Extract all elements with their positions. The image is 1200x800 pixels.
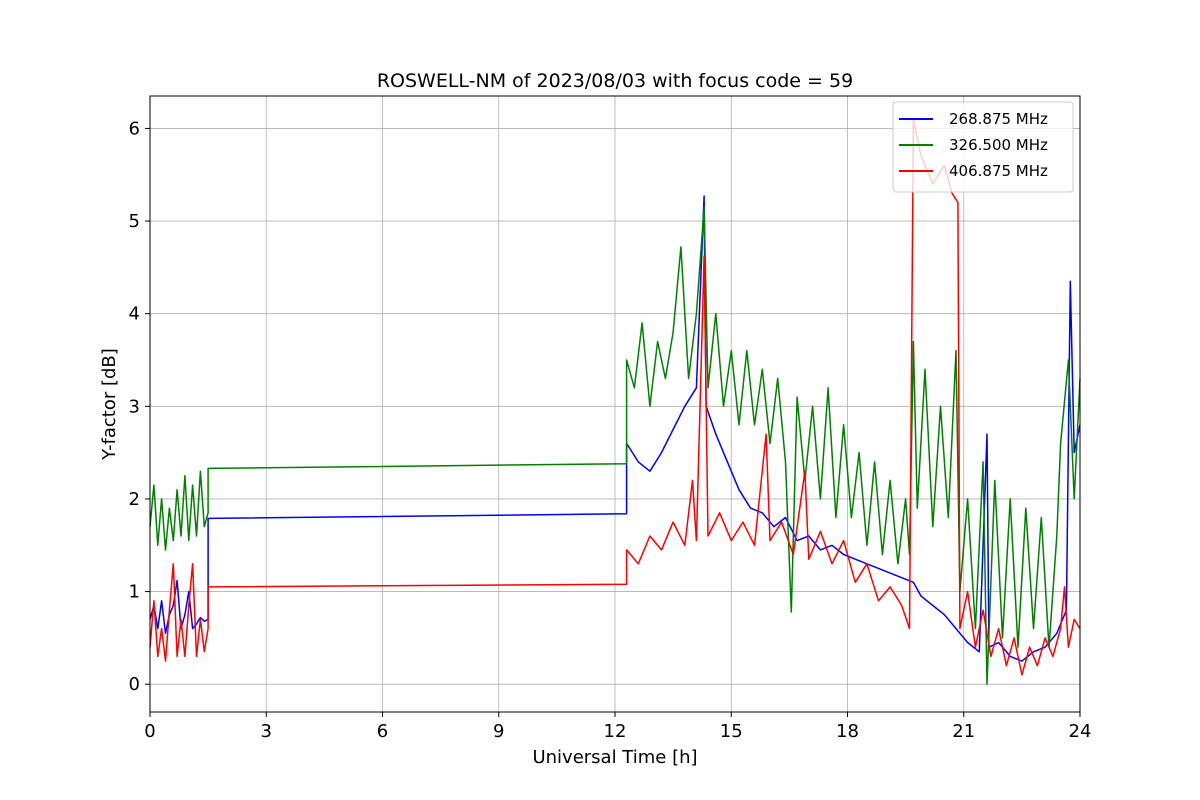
series-line-2 bbox=[149, 118, 1081, 676]
series-layer bbox=[149, 118, 1081, 685]
x-tick-label: 6 bbox=[377, 721, 388, 742]
x-tick-label: 9 bbox=[493, 721, 504, 742]
legend-label: 406.875 MHz bbox=[949, 162, 1048, 180]
x-tick-label: 18 bbox=[836, 721, 859, 742]
y-tick-label: 4 bbox=[129, 304, 140, 325]
x-tick-label: 12 bbox=[604, 721, 627, 742]
y-tick-label: 2 bbox=[129, 489, 140, 510]
legend-label: 326.500 MHz bbox=[949, 136, 1048, 154]
x-tick-label: 24 bbox=[1069, 721, 1092, 742]
series-line-0 bbox=[149, 195, 1081, 662]
y-tick-label: 5 bbox=[129, 211, 140, 232]
y-tick-label: 3 bbox=[129, 396, 140, 417]
x-tick-label: 21 bbox=[952, 721, 975, 742]
series-line-1 bbox=[149, 206, 1081, 685]
x-tick-label: 3 bbox=[261, 721, 272, 742]
y-tick-label: 0 bbox=[129, 674, 140, 695]
legend-box bbox=[892, 101, 1074, 193]
legend: 268.875 MHz 326.500 MHz 406.875 MHz bbox=[892, 101, 1074, 193]
y-axis-label: Y-factor [dB] bbox=[99, 348, 120, 461]
x-tick-label: 0 bbox=[144, 721, 155, 742]
x-axis-label: Universal Time [h] bbox=[532, 747, 697, 768]
legend-label: 268.875 MHz bbox=[949, 110, 1048, 128]
y-tick-label: 1 bbox=[129, 582, 140, 603]
x-tick-label: 15 bbox=[720, 721, 743, 742]
y-tick-label: 6 bbox=[129, 118, 140, 139]
chart-title: ROSWELL-NM of 2023/08/03 with focus code… bbox=[377, 70, 853, 92]
